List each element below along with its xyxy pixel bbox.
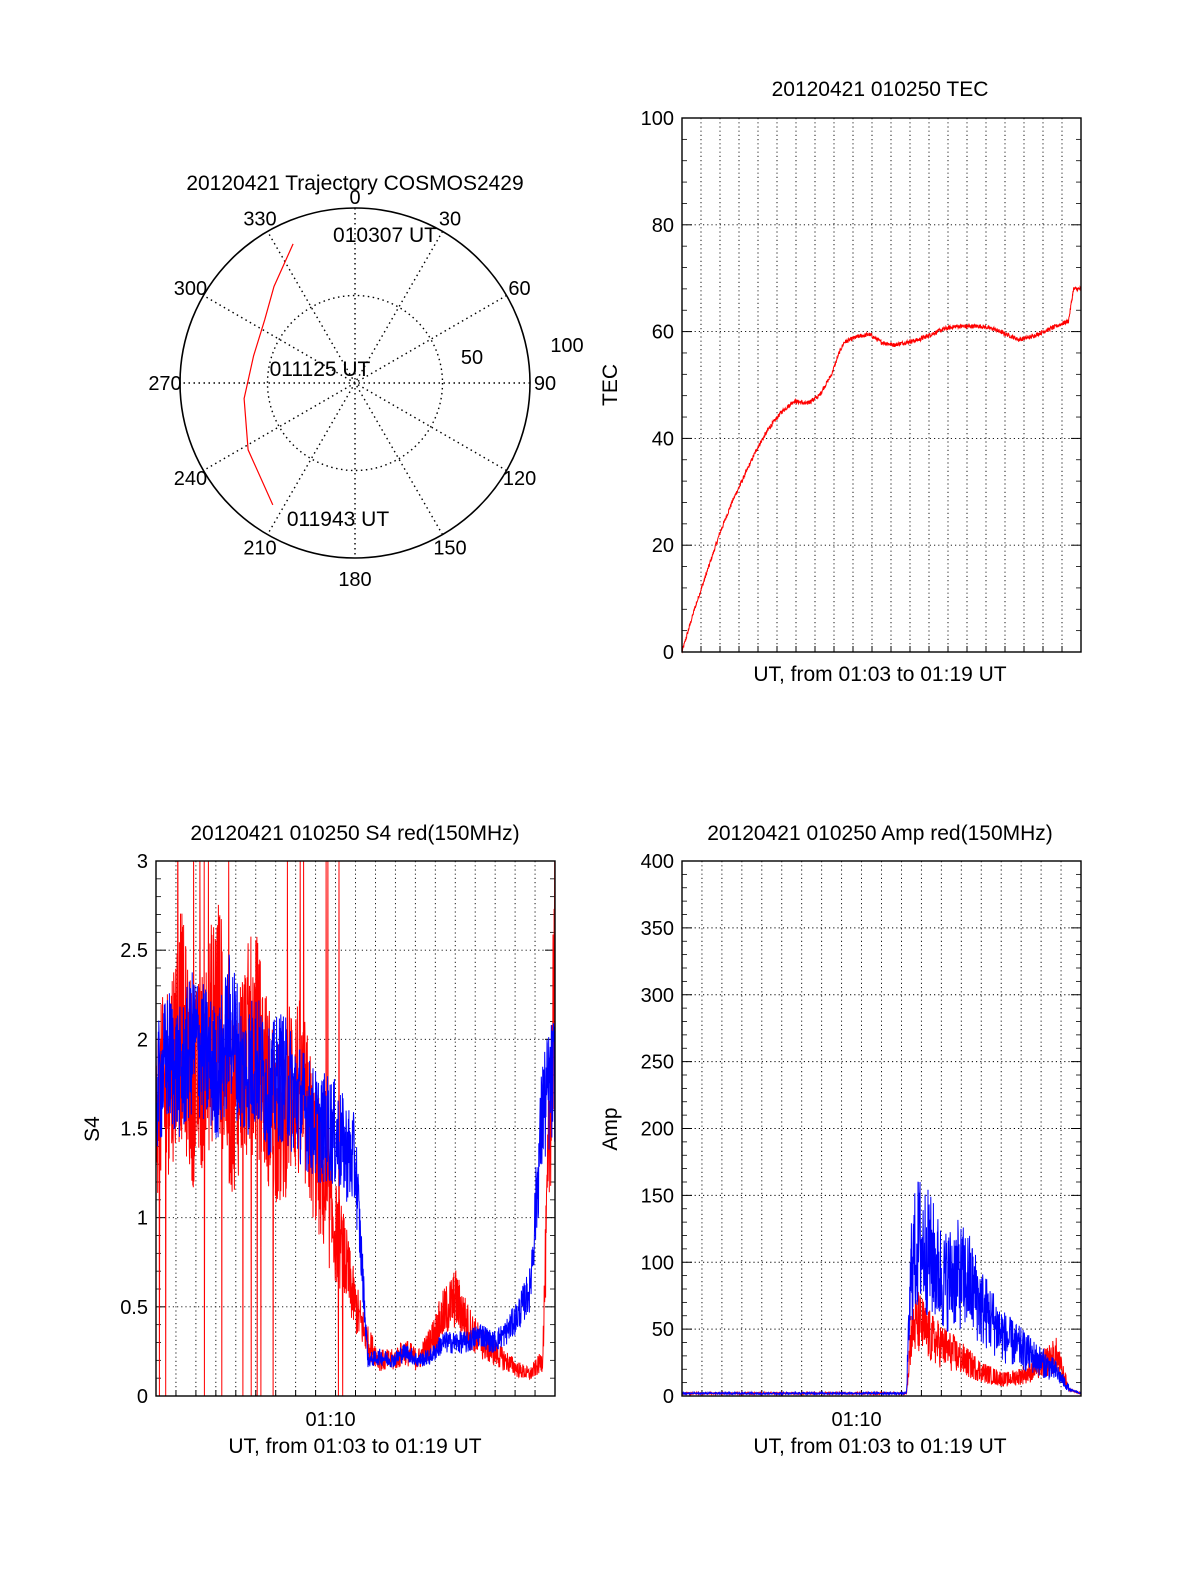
polar-radial-tick: 100 [550, 335, 583, 357]
y-tick-label: 0.5 [120, 1297, 148, 1319]
y-tick-label: 300 [641, 985, 674, 1007]
polar-grid-spoke [266, 231, 444, 535]
y-tick-label: 200 [641, 1119, 674, 1141]
amp-ylabel: Amp [599, 1107, 622, 1150]
polar-angle-tick: 180 [338, 569, 371, 591]
trajectory-start-label: 010307 UT [333, 224, 437, 247]
y-tick-label: 2 [137, 1029, 148, 1051]
y-tick-label: 0 [663, 642, 674, 664]
y-tick-label: 2.5 [120, 940, 148, 962]
y-tick-label: 150 [641, 1185, 674, 1207]
polar-angle-tick: 90 [534, 373, 556, 395]
polar-angle-tick: 240 [174, 468, 207, 490]
y-tick-label: 1.5 [120, 1119, 148, 1141]
y-tick-label: 350 [641, 918, 674, 940]
polar-angle-tick: 60 [508, 278, 530, 300]
x-tick-label: 01:10 [832, 1409, 882, 1431]
tec-plot-frame [681, 117, 1082, 653]
y-tick-label: 400 [641, 851, 674, 873]
y-tick-label: 60 [652, 322, 674, 344]
y-tick-label: 250 [641, 1052, 674, 1074]
y-tick-label: 100 [641, 108, 674, 130]
trajectory-line [243, 243, 294, 506]
s4-title: 20120421 010250 S4 red(150MHz) [190, 822, 519, 845]
trajectory-mid-label: 011125 UT [270, 358, 371, 381]
y-tick-label: 0 [137, 1386, 148, 1408]
polar-title: 20120421 Trajectory COSMOS2429 [186, 172, 523, 195]
series-line [681, 285, 1081, 654]
polar-angle-tick: 120 [503, 468, 536, 490]
y-tick-label: 0 [663, 1386, 674, 1408]
y-tick-label: 20 [652, 535, 674, 557]
tec-title: 20120421 010250 TEC [772, 78, 989, 101]
tec-ylabel: TEC [599, 364, 622, 406]
y-tick-label: 40 [652, 428, 674, 450]
y-tick-label: 1 [137, 1208, 148, 1230]
polar-angle-tick: 150 [433, 538, 466, 560]
y-tick-label: 50 [652, 1319, 674, 1341]
amp-xlabel: UT, from 01:03 to 01:19 UT [753, 1435, 1006, 1458]
polar-radial-tick: 50 [461, 347, 483, 369]
tec-xlabel: UT, from 01:03 to 01:19 UT [753, 663, 1006, 686]
s4-plot-frame [155, 860, 556, 1397]
x-tick-label: 01:10 [306, 1409, 356, 1431]
polar-angle-tick: 300 [174, 278, 207, 300]
series-line [681, 1181, 1082, 1397]
amp-panel: 20120421 010250 Amp red(150MHz) UT, from… [599, 822, 1082, 1458]
polar-angle-tick: 30 [439, 208, 461, 230]
y-tick-label: 80 [652, 215, 674, 237]
trajectory-end-label: 011943 UT [287, 508, 390, 531]
tec-panel: 20120421 010250 TEC UT, from 01:03 to 01… [599, 78, 1082, 686]
polar-angle-tick: 270 [148, 373, 181, 395]
polar-angle-tick: 0 [349, 187, 360, 209]
polar-angle-tick: 210 [243, 538, 276, 560]
s4-xlabel: UT, from 01:03 to 01:19 UT [228, 1435, 481, 1458]
polar-angle-tick: 330 [243, 208, 276, 230]
y-tick-label: 3 [137, 851, 148, 873]
polar-trajectory-panel: 20120421 Trajectory COSMOS2429 0 30 60 90 12… [148, 172, 583, 591]
s4-ylabel: S4 [81, 1116, 104, 1142]
amp-title: 20120421 010250 Amp red(150MHz) [707, 822, 1053, 845]
polar-grid-circle [266, 294, 444, 472]
y-tick-label: 100 [641, 1252, 674, 1274]
amp-plot-frame [681, 860, 1082, 1397]
series-line [155, 954, 556, 1368]
s4-panel: 20120421 010250 S4 red(150MHz) UT, from … [81, 822, 556, 1458]
